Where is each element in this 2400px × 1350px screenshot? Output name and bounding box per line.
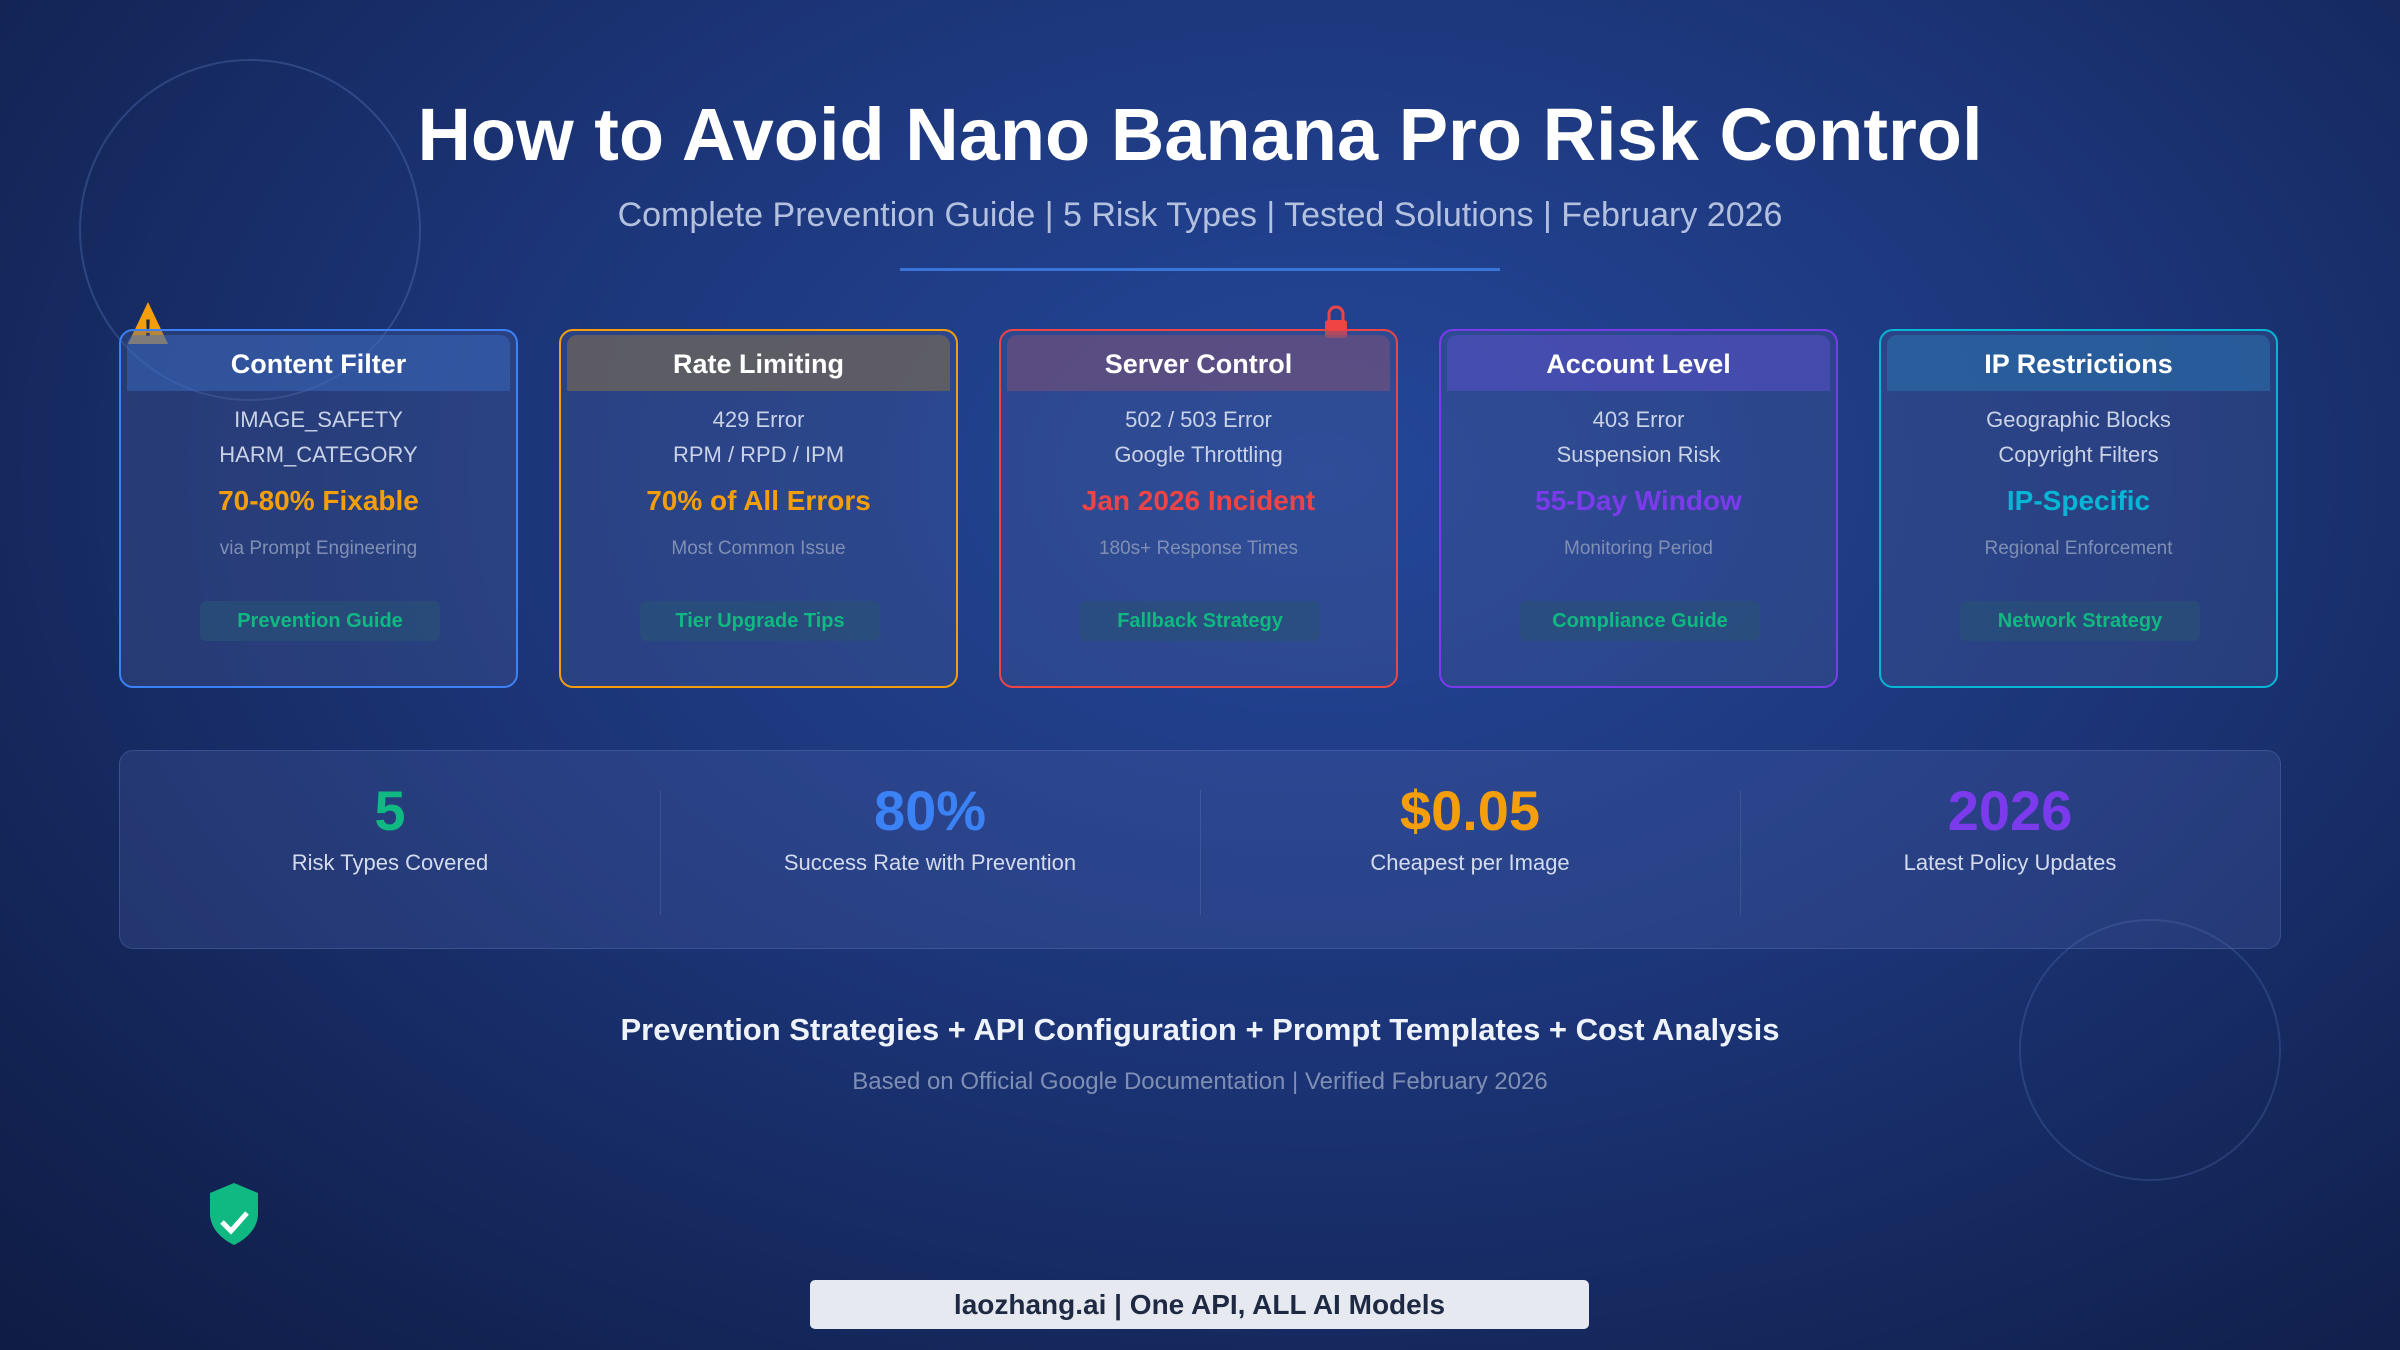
card-line: Geographic Blocks bbox=[1986, 407, 2171, 432]
card-line: IMAGE_SAFETY bbox=[234, 407, 403, 432]
svg-text:!: ! bbox=[144, 315, 152, 342]
card-header bbox=[1007, 335, 1390, 391]
stat-label: Latest Policy Updates bbox=[1903, 850, 2117, 875]
stat-separator bbox=[660, 790, 661, 915]
card-button[interactable]: Network Strategy bbox=[1960, 601, 2200, 641]
card-highlight: 70% of All Errors bbox=[646, 485, 871, 516]
stat-value: 2026 bbox=[1947, 779, 2073, 842]
stat-label: Success Rate with Prevention bbox=[783, 850, 1077, 875]
card-note: Regional Enforcement bbox=[1984, 538, 2173, 559]
card-header bbox=[127, 335, 510, 391]
subtitle: Complete Prevention Guide | 5 Risk Types… bbox=[617, 196, 1783, 234]
stat-value: 5 bbox=[374, 779, 406, 842]
card-note: Most Common Issue bbox=[671, 538, 846, 559]
risk-card: Account Level 403 Error Suspension Risk 55-… bbox=[1439, 329, 1838, 688]
card-highlight: 55-Day Window bbox=[1535, 485, 1742, 516]
card-line: HARM_CATEGORY bbox=[219, 442, 418, 467]
card-button[interactable]: Prevention Guide bbox=[200, 601, 440, 641]
risk-card: Content Filter IMAGE_SAFETY HARM_CATEGORY 7… bbox=[119, 329, 518, 688]
stat-label: Cheapest per Image bbox=[1370, 850, 1570, 875]
stat-value: 80% bbox=[873, 779, 987, 842]
card-line: 403 Error bbox=[1592, 407, 1685, 432]
stat-label: Risk Types Covered bbox=[291, 850, 489, 875]
card-header bbox=[567, 335, 950, 391]
brand-bar: laozhang.ai | One API, ALL AI Models bbox=[810, 1280, 1589, 1329]
card-line: 429 Error bbox=[712, 407, 805, 432]
card-button[interactable]: Tier Upgrade Tips bbox=[640, 601, 880, 641]
card-header bbox=[1887, 335, 2270, 391]
title: How to Avoid Nano Banana Pro Risk Contro… bbox=[417, 93, 1983, 176]
card-title: IP Restrictions bbox=[1984, 349, 2173, 379]
card-button[interactable]: Compliance Guide bbox=[1520, 601, 1760, 641]
risk-card: IP Restrictions Geographic Blocks Copyrigh… bbox=[1879, 329, 2278, 688]
footer-note: Based on Official Google Documentation |… bbox=[852, 1068, 1548, 1095]
card-note: 180s+ Response Times bbox=[1098, 538, 1299, 559]
risk-card: Server Control 502 / 503 Error Google Thro… bbox=[999, 329, 1398, 688]
card-header bbox=[1447, 335, 1830, 391]
card-note: via Prompt Engineering bbox=[219, 538, 418, 559]
stat-value: $0.05 bbox=[1399, 779, 1541, 842]
card-title: Server Control bbox=[1104, 349, 1293, 379]
card-line: RPM / RPD / IPM bbox=[672, 442, 845, 467]
card-line: Copyright Filters bbox=[1998, 442, 2159, 467]
card-title: Rate Limiting bbox=[672, 349, 844, 379]
stat-separator bbox=[1740, 790, 1741, 915]
divider bbox=[900, 268, 1500, 271]
card-line: 502 / 503 Error bbox=[1125, 407, 1272, 432]
stats-panel bbox=[119, 750, 2281, 949]
risk-card: Rate Limiting 429 Error RPM / RPD / IPM 70%… bbox=[559, 329, 958, 688]
stat-separator bbox=[1200, 790, 1201, 915]
card-note: Monitoring Period bbox=[1564, 538, 1713, 559]
card-line: Google Throttling bbox=[1114, 442, 1283, 467]
card-title: Content Filter bbox=[230, 349, 407, 379]
footer-headline: Prevention Strategies + API Configuratio… bbox=[620, 1012, 1780, 1047]
card-button[interactable]: Fallback Strategy bbox=[1080, 601, 1320, 641]
card-highlight: 70-80% Fixable bbox=[218, 485, 419, 516]
card-highlight: IP-Specific bbox=[2006, 485, 2151, 516]
card-line: Suspension Risk bbox=[1556, 442, 1721, 467]
card-title: Account Level bbox=[1546, 349, 1731, 379]
card-highlight: Jan 2026 Incident bbox=[1081, 485, 1316, 516]
